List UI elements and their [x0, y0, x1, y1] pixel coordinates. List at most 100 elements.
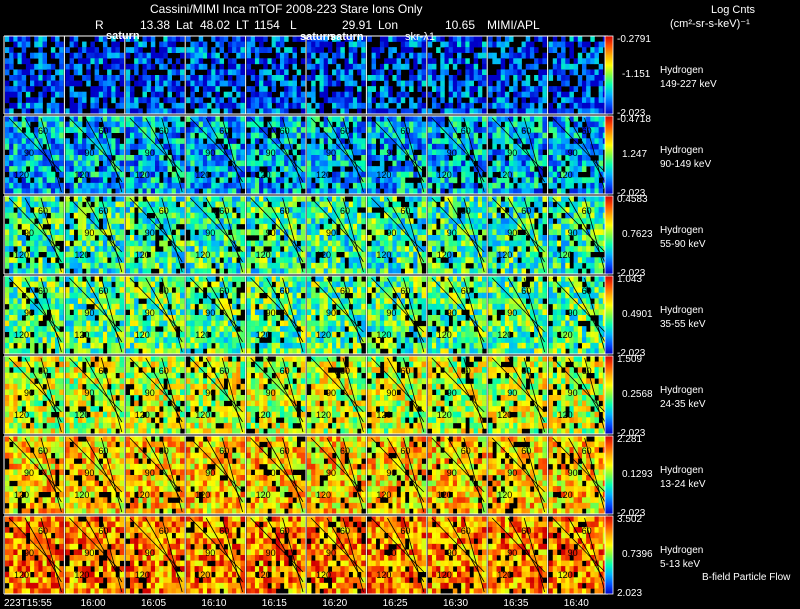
heatmap-panel [186, 356, 245, 435]
pitch-angle-label: 120 [135, 170, 150, 180]
pitch-angle-label: 120 [195, 170, 210, 180]
pitch-angle-label: 90 [205, 468, 215, 478]
pitch-angle-label: 60 [400, 446, 410, 456]
pitch-angle-label: 90 [266, 148, 276, 158]
pitch-angle-label: 60 [98, 446, 108, 456]
heatmap-panel [125, 196, 185, 275]
pitch-angle-label: 120 [135, 250, 150, 260]
heatmap-panel [488, 36, 547, 115]
pitch-angle-label: 60 [340, 286, 350, 296]
heatmap-panel [548, 356, 608, 435]
colorbar-max-label: -0.2791 [617, 34, 651, 45]
pitch-angle-label: 60 [582, 366, 592, 376]
pitch-angle-label: 120 [376, 330, 391, 340]
lat-label: Lat [176, 18, 193, 32]
pitch-angle-label: 120 [256, 490, 271, 500]
pitch-angle-label: 120 [497, 490, 512, 500]
saturn-marker-2: saturn [300, 31, 334, 43]
pitch-angle-label: 90 [24, 548, 34, 558]
pitch-angle-label: 90 [24, 148, 34, 158]
colorbar-max-label: 3.502 [617, 514, 643, 525]
pitch-angle-label: 90 [266, 228, 276, 238]
colorbar-mid-label: 0.7623 [622, 229, 653, 240]
heatmap-panel [65, 276, 125, 355]
pitch-angle-label: 120 [74, 170, 89, 180]
pitch-angle-label: 90 [266, 548, 276, 558]
colorbar-mid-label: 0.2568 [622, 389, 653, 400]
heatmap-panel [367, 436, 427, 515]
pitch-angle-label: 90 [326, 468, 336, 478]
heatmap-panel [307, 516, 366, 595]
pitch-angle-label: 90 [84, 228, 94, 238]
pitch-angle-label: 60 [98, 366, 108, 376]
heatmap-panel [5, 356, 64, 435]
pitch-angle-label: 120 [497, 170, 512, 180]
r-label: R [95, 18, 104, 32]
saturn-marker-3: saturn [330, 31, 364, 43]
pitch-angle-label: 90 [266, 468, 276, 478]
heatmap-panel [246, 196, 306, 275]
pitch-angle-label: 90 [568, 388, 578, 398]
pitch-angle-label: 60 [461, 126, 471, 136]
heatmap-panel [427, 436, 487, 515]
species-label: Hydrogen [660, 385, 704, 396]
lt-label: LT [236, 18, 250, 32]
pitch-angle-label: 90 [205, 548, 215, 558]
pitch-angle-label: 60 [98, 126, 108, 136]
pitch-angle-label: 90 [568, 228, 578, 238]
pitch-angle-label: 60 [38, 206, 48, 216]
colorbar-mid-label: -1.151 [622, 69, 651, 80]
pitch-angle-label: 60 [219, 126, 229, 136]
pitch-angle-label: 60 [159, 366, 169, 376]
pitch-angle-label: 90 [205, 148, 215, 158]
heatmap-panel [65, 36, 125, 115]
pitch-angle-label: 90 [326, 228, 336, 238]
pitch-angle-label: 90 [326, 548, 336, 558]
pitch-angle-label: 90 [386, 308, 396, 318]
heatmap-panel [548, 116, 608, 195]
pitch-angle-label: 60 [400, 286, 410, 296]
r-value: 13.38 [140, 18, 171, 32]
pitch-angle-label: 120 [195, 410, 210, 420]
pitch-angle-label: 60 [280, 366, 290, 376]
heatmap-panel [427, 196, 487, 275]
pitch-angle-label: 60 [280, 206, 290, 216]
pitch-angle-label: 90 [447, 228, 457, 238]
institution-label: MIMI/APL [487, 18, 540, 32]
pitch-angle-label: 60 [461, 526, 471, 536]
heatmap-panel [125, 356, 185, 435]
pitch-angle-label: 120 [74, 250, 89, 260]
pitch-angle-label: 120 [437, 410, 452, 420]
pitch-angle-label: 90 [447, 388, 457, 398]
pitch-angle-label: 60 [521, 366, 531, 376]
species-label: Hydrogen [660, 545, 704, 556]
pitch-angle-label: 90 [507, 228, 517, 238]
pitch-angle-label: 90 [84, 308, 94, 318]
pitch-angle-label: 120 [376, 570, 391, 580]
heatmap-panel [307, 436, 366, 515]
pitch-angle-label: 90 [568, 468, 578, 478]
pitch-angle-label: 90 [205, 228, 215, 238]
pitch-angle-label: 120 [376, 250, 391, 260]
pitch-angle-label: 120 [256, 570, 271, 580]
time-tick-label: 223T15:55 [4, 598, 52, 609]
pitch-angle-label: 90 [24, 388, 34, 398]
heatmap-panel [246, 436, 306, 515]
time-tick-label: 16:40 [563, 598, 589, 609]
pitch-angle-label: 90 [326, 388, 336, 398]
pitch-angle-label: 120 [195, 490, 210, 500]
heatmap-panel [186, 36, 245, 115]
pitch-angle-label: 120 [558, 330, 573, 340]
heatmap-panel [5, 276, 64, 355]
pitch-angle-label: 90 [84, 468, 94, 478]
pitch-angle-label: 60 [461, 206, 471, 216]
pitch-angle-label: 90 [447, 548, 457, 558]
pitch-angle-label: 60 [159, 206, 169, 216]
heatmap-panel [307, 196, 366, 275]
pitch-angle-label: 90 [386, 548, 396, 558]
pitch-angle-label: 60 [98, 526, 108, 536]
colorbar-max-label: 0.4583 [617, 194, 648, 205]
heatmap-panel [427, 516, 487, 595]
pitch-angle-label: 90 [24, 228, 34, 238]
lt-value: 1154 [254, 18, 280, 32]
